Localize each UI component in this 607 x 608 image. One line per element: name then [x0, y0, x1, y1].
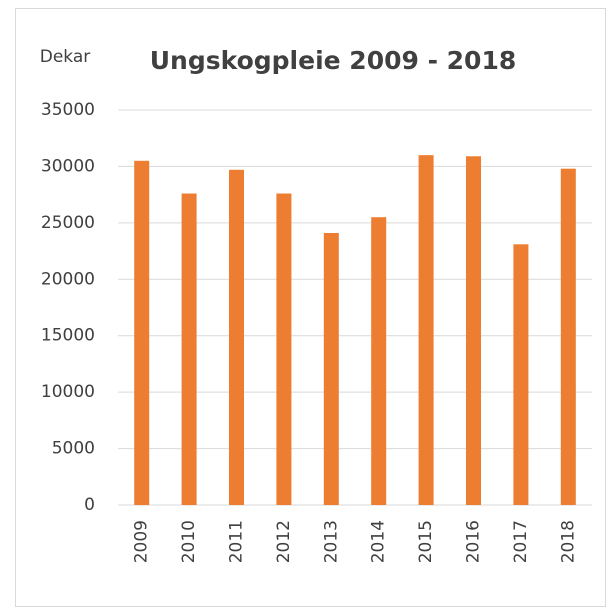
y-tick-label: 35000 — [41, 100, 95, 120]
y-axis-label: Dekar — [40, 47, 91, 67]
x-tick-label: 2009 — [132, 520, 152, 563]
x-tick-label: 2014 — [369, 520, 389, 563]
x-tick-label: 2013 — [321, 520, 341, 563]
y-tick-label: 30000 — [41, 156, 95, 176]
y-tick-label: 25000 — [41, 213, 95, 233]
chart-title: Ungskogpleie 2009 - 2018 — [150, 46, 517, 75]
bar — [418, 155, 434, 505]
bar — [513, 244, 529, 506]
x-tick-label: 2012 — [274, 520, 294, 563]
x-tick-label: 2010 — [179, 520, 199, 563]
bar — [181, 193, 197, 505]
y-tick-label: 15000 — [41, 326, 95, 346]
bar — [229, 169, 244, 506]
bar — [560, 168, 576, 505]
bar — [371, 217, 387, 505]
bar — [323, 233, 339, 505]
x-tick-label: 2015 — [416, 520, 436, 563]
x-tick-label: 2011 — [227, 520, 247, 563]
x-tick-label: 2018 — [558, 520, 578, 563]
bar — [276, 193, 292, 505]
x-tick-label: 2017 — [511, 520, 531, 563]
bar — [466, 156, 481, 505]
chart-border — [15, 8, 606, 607]
y-tick-label: 10000 — [41, 382, 95, 402]
x-tick-label: 2016 — [464, 520, 484, 563]
y-tick-label: 20000 — [41, 269, 95, 289]
y-tick-label: 0 — [84, 495, 95, 515]
y-tick-label: 5000 — [52, 439, 95, 459]
bar — [134, 160, 150, 506]
